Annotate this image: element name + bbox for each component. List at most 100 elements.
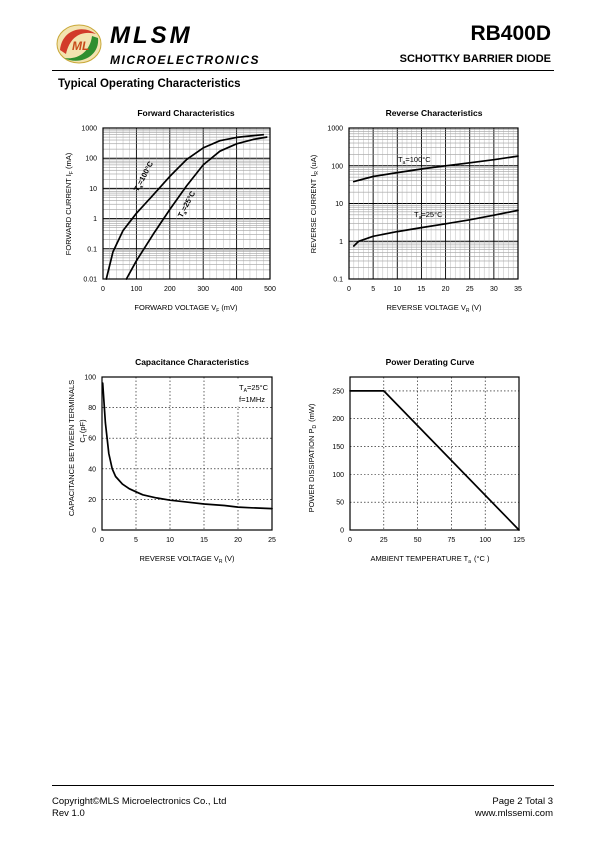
x-axis-label: AMBIENT TEMPERATURE Ta (°C ) [370,554,490,565]
y-tick-label: 0 [92,528,96,535]
series-line-2 [125,136,268,280]
series-label-ta25: Ta=25°C [176,189,199,220]
chart-grid [103,128,270,279]
y-tick-label: 100 [332,472,344,479]
x-tick-label: 15 [418,286,426,293]
y-axis-label: REVERSE CURRENT IR(uA) [309,154,320,253]
y-tick-label: 150 [332,444,344,451]
annotation-temperature: TA=25°C [239,383,269,394]
plot-frame [102,127,271,280]
y-tick-label: 10 [335,201,343,208]
x-axis-label: FORWARD VOLTAGE VF (mV) [134,303,238,314]
y-tick-label: 1 [339,239,343,246]
chart-tick-labels: 0 25 50 75 100 125 0 50 100 150 200 250 [332,388,525,544]
x-tick-label: 50 [414,537,422,544]
header-divider [52,70,554,71]
x-tick-label: 20 [234,537,242,544]
y-tick-label: 0.1 [333,277,343,284]
section-title: Typical Operating Characteristics [58,78,241,90]
y-tick-label: 250 [332,388,344,395]
series-label-ta100: Ta=100°C [398,155,431,166]
y-axis-label-secondary: CT(pF) [78,419,89,443]
x-tick-label: 25 [380,537,388,544]
y-axis-label: POWER DISSIPATION PD(mW) [307,403,318,512]
x-tick-label: 25 [466,286,474,293]
y-tick-label: 100 [84,375,96,382]
y-tick-label: 100 [85,156,97,163]
company-logo: ML [56,24,102,64]
x-tick-label: 100 [479,537,491,544]
x-tick-label: 10 [166,537,174,544]
y-tick-label: 0.1 [87,246,97,253]
chart-grid [350,377,519,530]
x-tick-label: 30 [490,286,498,293]
chart-grid [349,128,518,279]
brand-subtitle: MICROELECTRONICS [110,53,260,67]
x-tick-label: 5 [371,286,375,293]
chart-title: Forward Characteristics [137,108,235,118]
y-tick-label: 1000 [81,126,97,133]
y-tick-label: 20 [88,497,96,504]
x-tick-label: 400 [231,286,243,293]
chart-title: Reverse Characteristics [386,108,483,118]
brand-name: MLSM [110,22,193,49]
x-tick-label: 0 [348,537,352,544]
chart-series [105,133,268,280]
chart-series [349,390,520,531]
x-tick-label: 200 [164,286,176,293]
y-tick-label: 40 [88,466,96,473]
chart-tick-labels: 0 5 10 15 20 25 30 35 0.1 1 10 100 1000 [327,126,522,294]
footer-copyright: Copyright©MLS Microelectronics Co., Ltd [52,796,227,807]
x-axis-label: REVERSE VOLTAGE VR (V) [140,554,235,565]
part-description: SCHOTTKY BARRIER DIODE [399,53,551,65]
reverse-characteristics-chart: Reverse Characteristics 0 5 10 15 20 25 30 35 0.… [309,108,522,314]
x-tick-label: 0 [101,286,105,293]
y-tick-label: 50 [336,500,344,507]
plot-frame [349,376,520,531]
y-tick-label: 10 [89,186,97,193]
x-tick-label: 15 [200,537,208,544]
y-tick-label: 80 [88,405,96,412]
chart-series [352,155,519,247]
x-axis-label: REVERSE VOLTAGE VR (V) [387,303,482,314]
power-derating-chart: Power Derating Curve 0 25 50 75 100 125 0 50 100… [307,357,525,565]
chart-tick-labels: 0 100 200 300 400 500 0.01 0.1 1 10 100 1000 [81,126,276,294]
y-axis-label: CAPACITANCE BETWEEN TERMINALS [67,380,76,516]
y-tick-label: 60 [88,436,96,443]
y-tick-label: 1 [93,216,97,223]
x-tick-label: 125 [513,537,525,544]
series-line-1 [101,382,273,510]
part-number: RB400D [470,22,551,45]
x-tick-label: 100 [131,286,143,293]
chart-series [101,382,273,510]
series-line-1 [105,133,265,280]
x-tick-label: 5 [134,537,138,544]
plot-frame [348,127,519,280]
svg-text:ML: ML [72,39,89,53]
x-tick-label: 0 [100,537,104,544]
x-tick-label: 75 [448,537,456,544]
y-tick-label: 200 [332,416,344,423]
plot-frame [101,376,273,531]
footer-page-number: Page 2 Total 3 [492,796,553,807]
series-line-2 [352,209,519,247]
x-tick-label: 35 [514,286,522,293]
y-tick-label: 1000 [327,126,343,133]
chart-title: Capacitance Characteristics [135,357,249,367]
x-tick-label: 10 [393,286,401,293]
annotation-box [237,380,271,406]
chart-tick-labels: 0 5 10 15 20 25 0 20 40 60 80 100 [84,375,276,545]
x-tick-label: 25 [268,537,276,544]
y-tick-label: 0.01 [83,277,97,284]
capacitance-characteristics-chart: Capacitance Characteristics 0 5 10 15 20 25 0 2… [67,357,276,565]
y-tick-label: 0 [340,528,344,535]
annotation-frequency: f=1MHz [239,395,265,404]
series-label-ta25: Ta=25°C [414,210,443,221]
chart-title: Power Derating Curve [386,357,475,367]
y-axis-label: FORWARD CURRENT IF(mA) [64,152,75,255]
footer-website: www.mlssemi.com [474,808,553,819]
y-tick-label: 100 [331,163,343,170]
footer-divider [52,785,554,786]
x-tick-label: 0 [347,286,351,293]
series-line-1 [352,155,519,183]
